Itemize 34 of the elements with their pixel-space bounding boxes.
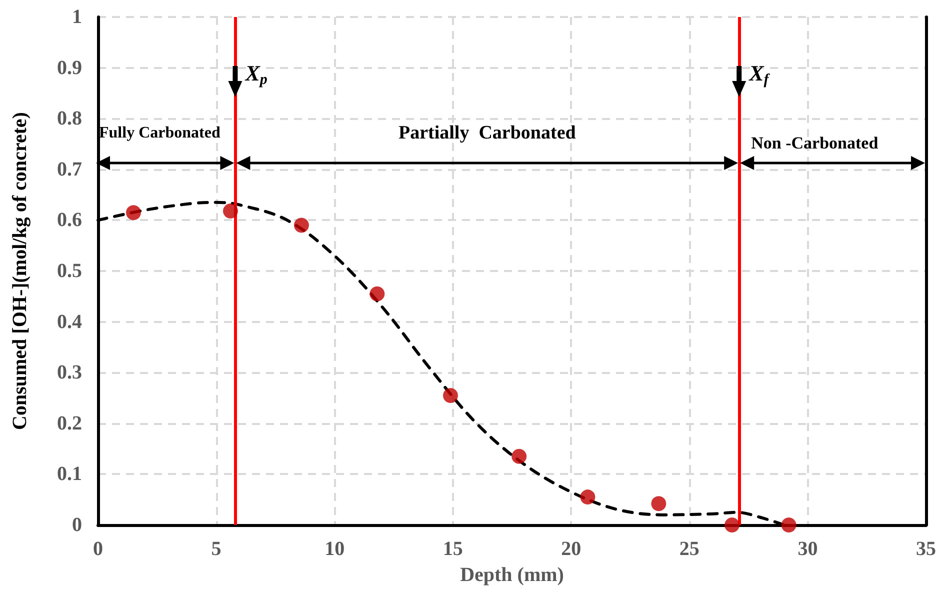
x-tick-label: 30	[798, 538, 818, 560]
point	[294, 218, 309, 233]
x-tick-label: 10	[324, 538, 345, 560]
y-tick-label: 0.2	[57, 412, 82, 434]
point	[580, 490, 596, 505]
y-tick-label: 1	[72, 6, 82, 28]
y-axis-title: Consumed [OH-](mol/kg of concrete)	[9, 112, 31, 430]
point	[222, 204, 238, 219]
y-tick-label: 0.3	[57, 362, 82, 384]
point	[370, 286, 385, 302]
point	[651, 496, 666, 512]
annotation: Non -Carbonated	[751, 134, 879, 152]
y-tick-label: 0.8	[57, 108, 82, 130]
point	[781, 518, 796, 532]
y-tick-label: 0.7	[57, 158, 82, 180]
x-tick-label: 5	[211, 538, 222, 560]
y-tick-label: 0.1	[57, 463, 82, 486]
x-tick-label: 0	[93, 538, 103, 560]
point	[126, 205, 141, 220]
x-tick-label: 35	[916, 538, 936, 560]
y-tick-label: 0.6	[57, 209, 82, 232]
y-tick-label: 0.9	[57, 56, 82, 79]
point	[512, 448, 527, 464]
x-axis-title: Depth (mm)	[460, 564, 564, 586]
x-tick-label: 25	[679, 538, 700, 560]
point	[724, 518, 740, 532]
annotation: Fully Carbonated	[99, 124, 220, 142]
point	[443, 388, 458, 403]
y-tick-label: 0.5	[57, 260, 82, 282]
x-tick-label: 15	[442, 538, 463, 560]
y-tick-label: 0	[72, 514, 82, 536]
annotation: Partially Carbonated	[398, 122, 576, 144]
y-tick-label: 0.4	[57, 310, 82, 333]
x-tick-label: 20	[561, 538, 582, 560]
